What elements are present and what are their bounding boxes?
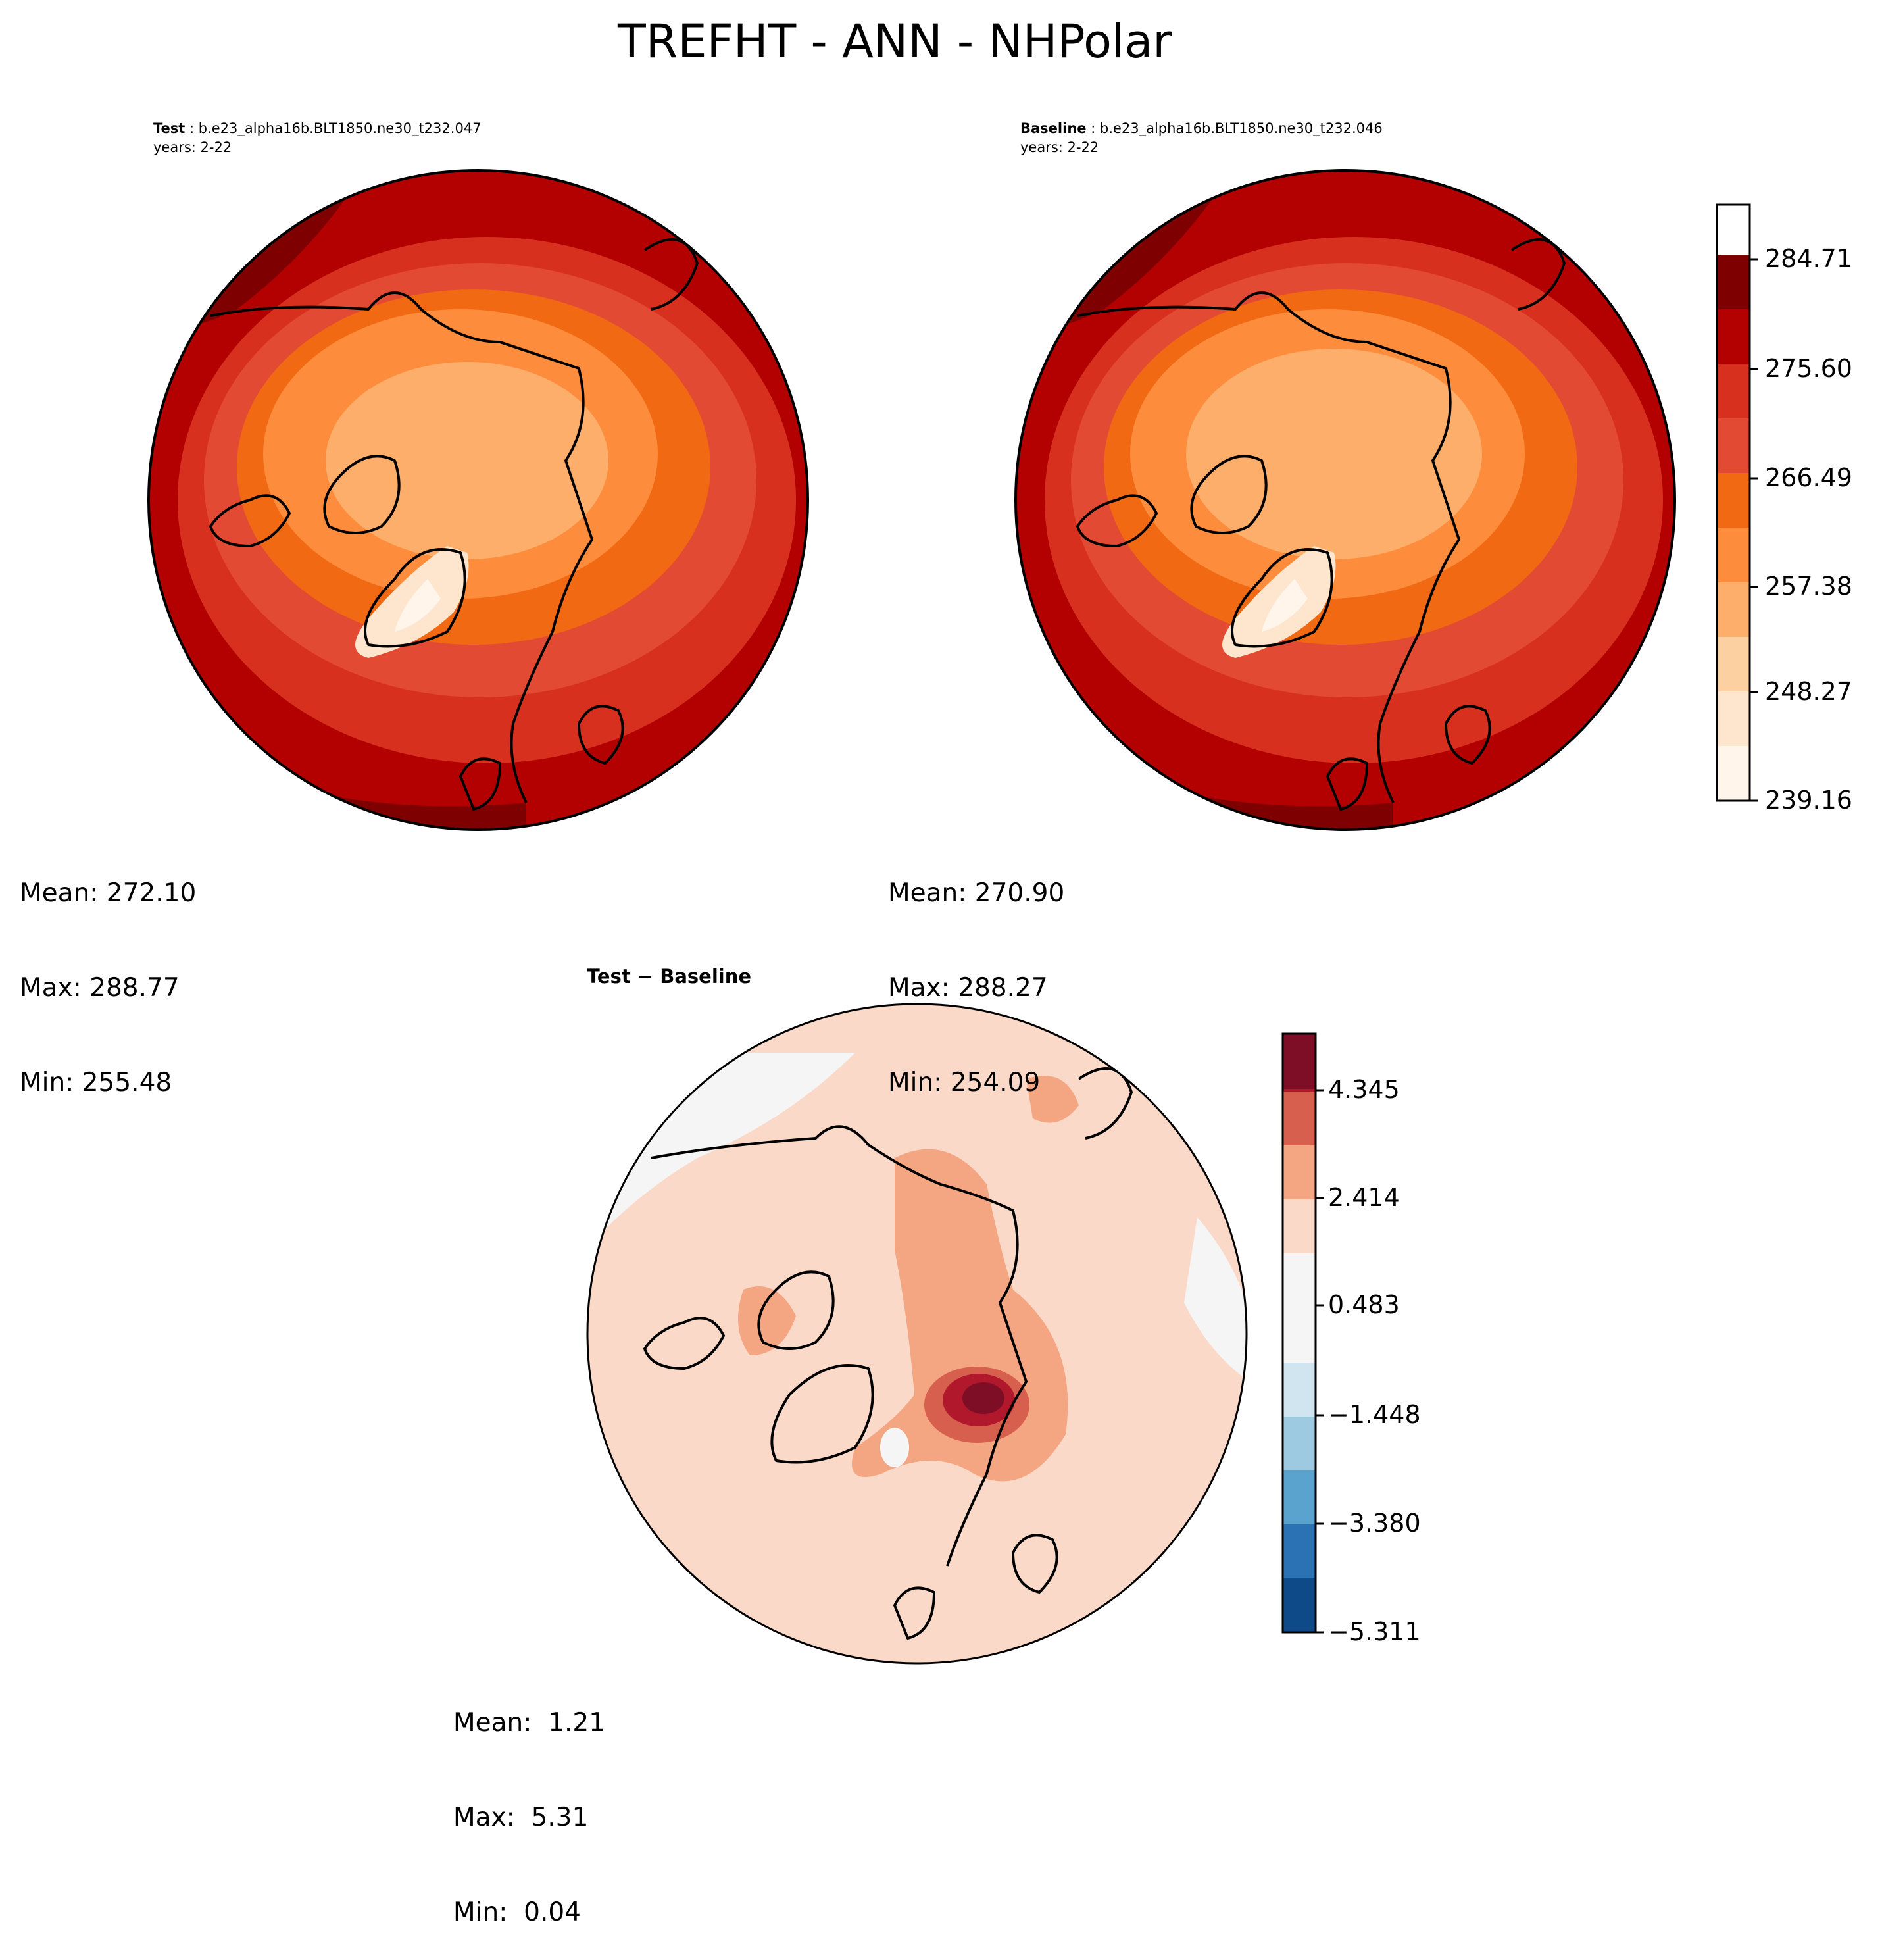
test-years: years: 2-22 xyxy=(153,139,232,155)
diff-mean: Mean: 1.21 xyxy=(453,1708,606,1738)
baseline-panel-header: Baseline : b.e23_alpha16b.BLT1850.ne30_t… xyxy=(1020,119,1383,157)
diff-max: Max: 5.31 xyxy=(453,1803,589,1832)
main-colorbar-tick: 266.49 xyxy=(1765,463,1852,492)
diff-colorbar-tick: 4.345 xyxy=(1328,1075,1400,1104)
main-colorbar xyxy=(1716,203,1758,802)
main-colorbar-tick: 284.71 xyxy=(1765,244,1852,273)
test-label: Test xyxy=(153,120,186,136)
test-max: Max: 288.77 xyxy=(20,973,180,1003)
baseline-map xyxy=(1014,169,1676,831)
main-colorbar-tick: 248.27 xyxy=(1765,677,1852,706)
diff-colorbar-tick: −1.448 xyxy=(1328,1400,1421,1429)
test-min: Min: 255.48 xyxy=(20,1068,172,1097)
baseline-label: Baseline xyxy=(1020,120,1087,136)
baseline-case-name: : b.e23_alpha16b.BLT1850.ne30_t232.046 xyxy=(1086,120,1383,136)
diff-panel-title: Test − Baseline xyxy=(587,965,752,988)
diff-colorbar xyxy=(1281,1032,1324,1634)
baseline-mean: Mean: 270.90 xyxy=(888,878,1065,908)
diff-colorbar-tick: −5.311 xyxy=(1328,1617,1421,1646)
baseline-min: Min: 254.09 xyxy=(888,1068,1041,1097)
baseline-years: years: 2-22 xyxy=(1020,139,1099,155)
diff-min: Min: 0.04 xyxy=(453,1897,581,1927)
test-map xyxy=(147,169,809,831)
test-panel-header: Test : b.e23_alpha16b.BLT1850.ne30_t232.… xyxy=(153,119,482,157)
diff-colorbar-tick: −3.380 xyxy=(1328,1509,1421,1538)
figure-title: TREFHT - ANN - NHPolar xyxy=(617,14,1172,68)
diff-colorbar-tick: 0.483 xyxy=(1328,1290,1400,1319)
figure-canvas xyxy=(147,169,1758,1665)
baseline-stats: Mean: 270.90 Max: 288.27 Min: 254.09 xyxy=(888,815,1064,1130)
diff-colorbar-tick: 2.414 xyxy=(1328,1183,1400,1212)
baseline-max: Max: 288.27 xyxy=(888,973,1048,1003)
main-colorbar-tick: 239.16 xyxy=(1765,786,1852,815)
test-case-name: : b.e23_alpha16b.BLT1850.ne30_t232.047 xyxy=(185,120,482,136)
test-stats: Mean: 272.10 Max: 288.77 Min: 255.48 xyxy=(20,815,196,1130)
diff-stats: Mean: 1.21 Max: 5.31 Min: 0.04 xyxy=(453,1644,605,1960)
main-colorbar-tick: 257.38 xyxy=(1765,572,1852,601)
main-colorbar-tick: 275.60 xyxy=(1765,354,1852,383)
test-mean: Mean: 272.10 xyxy=(20,878,197,908)
